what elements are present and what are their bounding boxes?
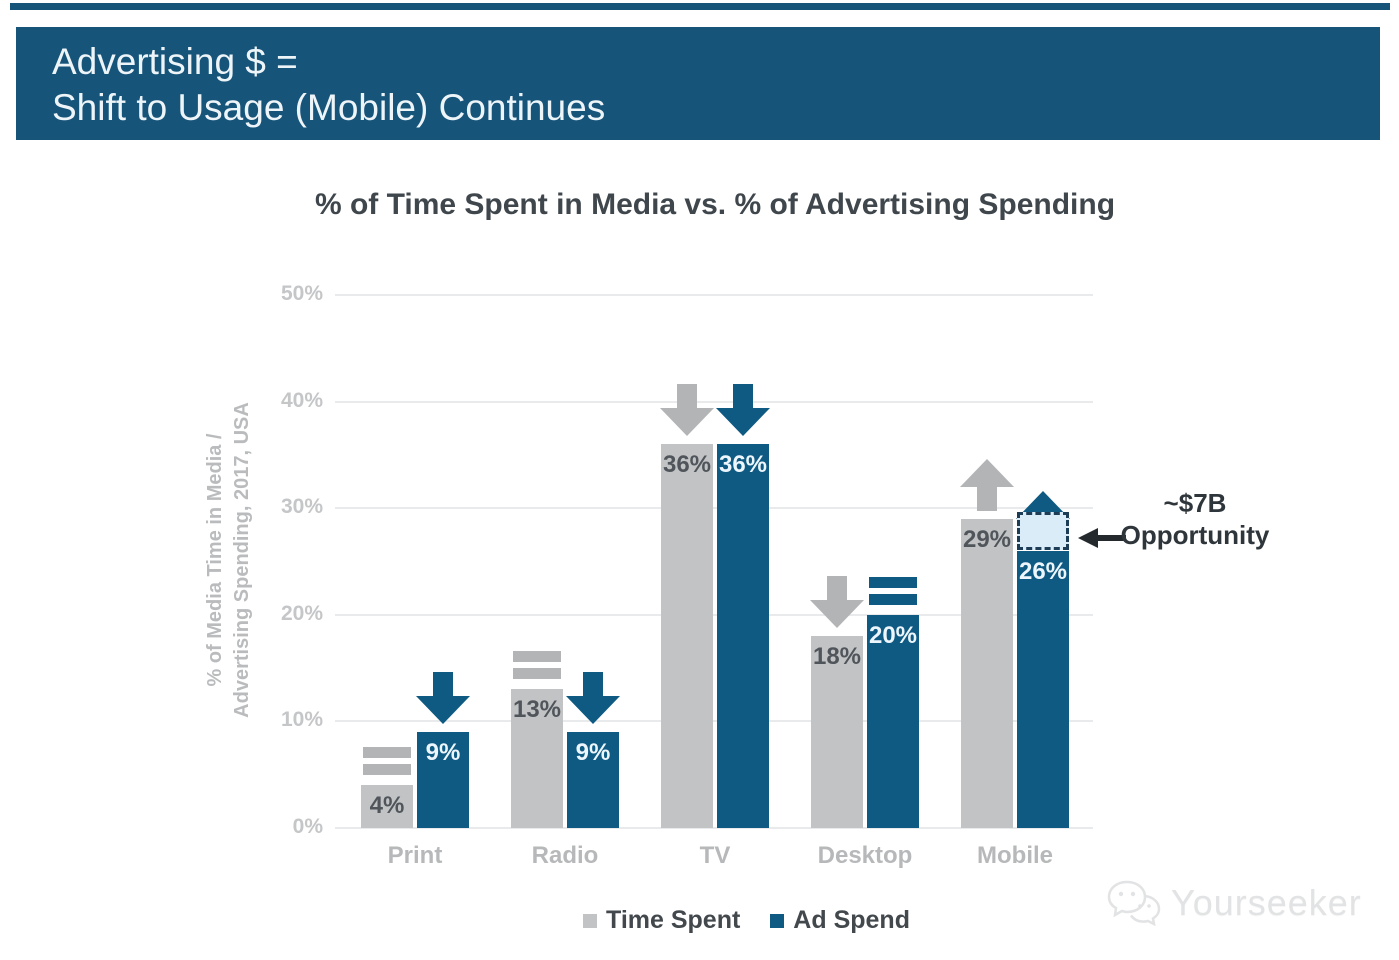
bar-value-label-tv-ad-spend: 36% — [718, 451, 768, 478]
bar-tv-ad-spend — [717, 444, 769, 828]
chart-title: % of Time Spent in Media vs. % of Advert… — [314, 188, 1116, 221]
bar-value-label-desktop-time-spent: 18% — [812, 643, 862, 670]
header-title-line2: Shift to Usage (Mobile) Continues — [52, 87, 606, 128]
arrow-shaft — [1098, 535, 1126, 541]
header-title-line1: Advertising $ = — [52, 41, 298, 82]
trend-flat-icon-desktop-ad-spend — [869, 577, 917, 605]
arrow-left-icon — [1078, 528, 1098, 548]
y-tick-label-30pct: 30% — [280, 495, 323, 518]
opportunity-amount: ~$7B — [1163, 488, 1227, 518]
trend-down-arrow-icon-print-ad-spend — [416, 672, 470, 724]
opportunity-annotation: ~$7B Opportunity — [1115, 487, 1275, 551]
trend-down-arrow-icon-desktop-time-spent — [810, 576, 864, 628]
y-tick-label-10pct: 10% — [280, 708, 323, 731]
gridline-40pct — [335, 401, 1093, 403]
watermark-text: Yourseeker — [1171, 882, 1362, 923]
bar-value-label-mobile-time-spent: 29% — [962, 526, 1012, 553]
trend-flat-icon-radio-time-spent — [513, 651, 561, 679]
ad-spend-swatch-icon — [770, 913, 785, 928]
legend: Time Spent Ad Spend — [583, 906, 910, 935]
bar-value-label-mobile-ad-spend: 26% — [1018, 558, 1068, 585]
y-tick-label-20pct: 20% — [280, 602, 323, 625]
bar-value-label-tv-time-spent: 36% — [662, 451, 712, 478]
trend-flat-icon-print-time-spent — [363, 747, 411, 775]
bar-radio-ad-spend — [567, 732, 619, 828]
chat-bubbles-icon — [1107, 880, 1161, 927]
top-accent-strip — [10, 3, 1390, 10]
gridline-0pct — [335, 827, 1093, 829]
x-axis-label-desktop: Desktop — [817, 842, 913, 869]
x-axis-label-tv: TV — [699, 842, 731, 869]
time-spent-swatch-icon — [583, 913, 597, 928]
gridline-30pct — [335, 507, 1093, 509]
bar-value-label-print-ad-spend: 9% — [425, 739, 461, 766]
bar-desktop-time-spent — [811, 636, 863, 828]
bar-mobile-time-spent — [961, 519, 1013, 828]
gridline-50pct — [335, 294, 1093, 296]
legend-item-ad-spend: Ad Spend — [770, 906, 910, 935]
opportunity-pointer-arrow — [1078, 528, 1126, 548]
gridline-20pct — [335, 614, 1093, 616]
gridline-10pct — [335, 720, 1093, 722]
bar-radio-time-spent — [511, 689, 563, 828]
bar-print-time-spent — [361, 785, 413, 828]
bar-value-label-desktop-ad-spend: 20% — [868, 622, 918, 649]
legend-item-time-spent: Time Spent — [583, 906, 740, 935]
x-axis-label-print: Print — [387, 842, 443, 869]
legend-label-ad-spend: Ad Spend — [793, 906, 910, 934]
opportunity-gap-box — [1017, 512, 1069, 550]
bar-value-label-radio-time-spent: 13% — [512, 696, 562, 723]
bar-desktop-ad-spend — [867, 615, 919, 828]
x-axis-label-mobile: Mobile — [977, 842, 1053, 869]
opportunity-label: Opportunity — [1120, 520, 1270, 550]
trend-down-arrow-icon-tv-time-spent — [660, 384, 714, 436]
bar-value-label-radio-ad-spend: 9% — [575, 739, 611, 766]
trend-down-arrow-icon-tv-ad-spend — [716, 384, 770, 436]
x-axis-label-radio: Radio — [531, 842, 599, 869]
y-tick-label-40pct: 40% — [280, 389, 323, 412]
slide-header-band: Advertising $ = Shift to Usage (Mobile) … — [16, 27, 1380, 140]
bar-print-ad-spend — [417, 732, 469, 828]
bar-mobile-ad-spend — [1017, 551, 1069, 828]
bar-tv-time-spent — [661, 444, 713, 828]
watermark: Yourseeker — [1105, 878, 1362, 928]
legend-label-time-spent: Time Spent — [606, 906, 741, 934]
y-tick-label-50pct: 50% — [280, 282, 323, 305]
bar-value-label-print-time-spent: 4% — [369, 792, 405, 819]
trend-down-arrow-icon-radio-ad-spend — [566, 672, 620, 724]
trend-up-arrow-icon-mobile-time-spent — [960, 459, 1014, 511]
y-tick-label-0pct: 0% — [292, 815, 323, 838]
